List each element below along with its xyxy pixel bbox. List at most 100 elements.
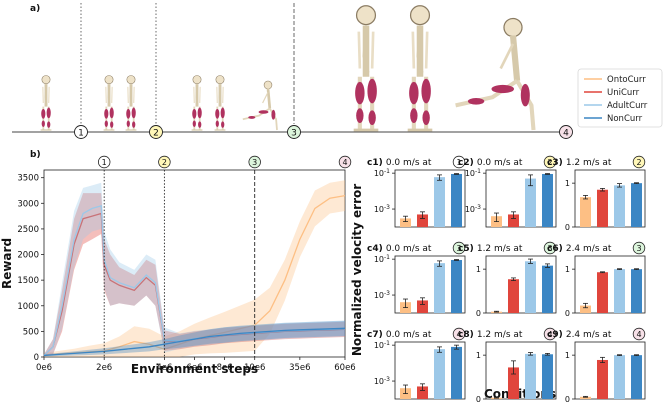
panel-frame bbox=[394, 169, 466, 228]
bar-unicurr bbox=[597, 272, 608, 313]
y-tick-label: 10-1 bbox=[465, 168, 481, 178]
legend: OntoCurr UniCurr AdultCurr NonCurr bbox=[577, 68, 663, 128]
x-tick-label: 0e6 bbox=[36, 363, 52, 373]
bar-adultcurr bbox=[434, 263, 445, 313]
panel-c1: c1) 0.0 m/s at 1 10-1 10-3 bbox=[367, 155, 466, 228]
y-tick-label: 1 bbox=[565, 265, 570, 274]
bar-adultcurr bbox=[525, 178, 536, 227]
stage-label-4: 4 bbox=[338, 155, 352, 169]
bar-unicurr bbox=[417, 214, 428, 227]
stage-circle bbox=[632, 327, 646, 341]
stage-circle bbox=[338, 155, 352, 169]
bar-unicurr bbox=[508, 279, 519, 313]
bar-adultcurr bbox=[434, 177, 445, 227]
legend-label: AdultCurr bbox=[607, 101, 648, 111]
y-tick-label: 1000 bbox=[17, 302, 39, 312]
bar-noncurr bbox=[451, 259, 462, 313]
stage-number: 2 bbox=[162, 158, 167, 167]
panel-frame bbox=[485, 255, 557, 314]
series-band bbox=[44, 180, 345, 357]
reward-chart: b) 0 500 1000 1500 2000 2500 3000 3500 0e6 2e6 4e6 6… bbox=[0, 150, 356, 376]
stage-number: 4 bbox=[342, 158, 347, 167]
panel-stage-marker: 2 bbox=[632, 155, 646, 169]
stage-marker-2: 2 bbox=[149, 125, 163, 139]
panel-title: c6) 2.4 m/s at bbox=[547, 244, 612, 254]
y-tick-label: 10-3 bbox=[374, 290, 390, 300]
x-tick-label: 35e6 bbox=[289, 363, 310, 373]
y-tick-label: 10-1 bbox=[374, 168, 390, 178]
x-tick-label: 6e6 bbox=[186, 363, 202, 373]
panel-c8: c8) 1.2 m/s at 410 bbox=[458, 327, 557, 404]
stage-number: 4 bbox=[547, 330, 552, 339]
svg-text:4: 4 bbox=[563, 129, 569, 139]
stage-3-figures bbox=[190, 74, 279, 132]
series-line bbox=[43, 327, 346, 357]
bar-ontocurr bbox=[580, 396, 591, 399]
y-tick-label: 1 bbox=[565, 351, 570, 360]
velocity-error-panels: Normalized velocity error Conditions c1) 0… bbox=[350, 155, 646, 404]
panel-title: c3) 1.2 m/s at bbox=[547, 158, 612, 168]
y-axis-label: Reward bbox=[0, 238, 14, 289]
legend-box bbox=[577, 68, 663, 128]
panel-stage-marker: 2 bbox=[543, 155, 557, 169]
panel-a-label: a) bbox=[30, 4, 40, 14]
y-tick-label: 500 bbox=[23, 327, 39, 337]
panel-stage-marker: 3 bbox=[543, 241, 557, 255]
y-tick-label: 3500 bbox=[17, 174, 39, 184]
legend-label: NonCurr bbox=[607, 114, 643, 124]
svg-text:3: 3 bbox=[291, 129, 297, 139]
bar-noncurr bbox=[542, 354, 553, 399]
panel-title: c2) 0.0 m/s at bbox=[458, 158, 523, 168]
panel-c4: c4) 0.0 m/s at 3 10-1 10-3 bbox=[367, 241, 466, 314]
stage-number: 1 bbox=[456, 158, 461, 167]
stage-circle bbox=[543, 155, 557, 169]
bar-unicurr bbox=[597, 189, 608, 227]
y-tick-label: 2500 bbox=[17, 225, 39, 235]
bar-unicurr bbox=[508, 214, 519, 227]
legend-entry-noncurr: NonCurr bbox=[584, 114, 643, 124]
bar-ontocurr bbox=[580, 305, 591, 313]
panel-frame bbox=[574, 341, 646, 400]
series-band bbox=[44, 193, 345, 357]
panel-c2: c2) 0.0 m/s at 2 10-1 10-3 bbox=[458, 155, 557, 228]
stage-number: 2 bbox=[547, 158, 552, 167]
bar-noncurr bbox=[542, 265, 553, 313]
stage-circle bbox=[97, 155, 111, 169]
bar-noncurr bbox=[631, 269, 642, 313]
panel-title: c9) 2.4 m/s at bbox=[547, 330, 612, 340]
y-tick-label: 0 bbox=[565, 395, 570, 404]
panel-stage-marker: 4 bbox=[452, 327, 466, 341]
y-tick-label: 10-3 bbox=[465, 204, 481, 214]
x-tick-label: 8e6 bbox=[217, 363, 233, 373]
stage-marker-4: 4 bbox=[559, 125, 573, 139]
series-noncurr bbox=[43, 320, 346, 357]
bar-unicurr bbox=[597, 359, 608, 399]
bar-noncurr bbox=[451, 173, 462, 227]
panel-frame bbox=[485, 169, 557, 228]
bar-noncurr bbox=[542, 173, 553, 227]
stage-circle bbox=[543, 327, 557, 341]
panel-title: c7) 0.0 m/s at bbox=[367, 330, 432, 340]
x-tick-label: 4e6 bbox=[156, 363, 172, 373]
stage-circle bbox=[452, 327, 466, 341]
stage-number: 2 bbox=[636, 158, 641, 167]
y-tick-label: 0 bbox=[34, 353, 39, 363]
y-axis-label: Normalized velocity error bbox=[350, 184, 364, 356]
legend-entry-ontocurr: OntoCurr bbox=[584, 75, 646, 85]
bar-noncurr bbox=[451, 346, 462, 399]
stage-4-figures bbox=[354, 6, 534, 130]
bar-adultcurr bbox=[614, 269, 625, 313]
legend-entry-adultcurr: AdultCurr bbox=[584, 101, 648, 111]
x-tick-label: 2e6 bbox=[96, 363, 112, 373]
stage-circle bbox=[632, 241, 646, 255]
stage-circle bbox=[543, 241, 557, 255]
y-tick-label: 1 bbox=[476, 265, 481, 274]
stage-2-figures bbox=[102, 74, 138, 132]
stage-marker-3: 3 bbox=[287, 125, 301, 139]
y-tick-label: 1 bbox=[565, 179, 570, 188]
stage-number: 3 bbox=[636, 244, 641, 253]
panel-stage-marker: 3 bbox=[632, 241, 646, 255]
bar-adultcurr bbox=[614, 185, 625, 227]
panel-frame bbox=[485, 341, 557, 400]
